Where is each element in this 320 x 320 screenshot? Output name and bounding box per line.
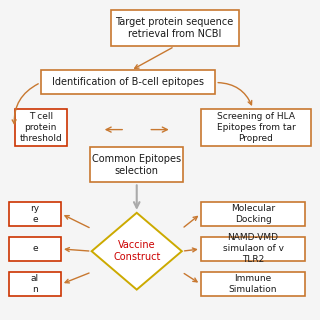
Text: Identification of B-cell epitopes: Identification of B-cell epitopes [52,77,204,87]
FancyBboxPatch shape [14,109,67,146]
Text: NAMD-VMD
simulaon of v
TLR2: NAMD-VMD simulaon of v TLR2 [223,233,284,264]
Text: Target protein sequence
retrieval from NCBI: Target protein sequence retrieval from N… [116,17,234,39]
FancyBboxPatch shape [90,147,183,182]
FancyBboxPatch shape [201,237,306,261]
FancyBboxPatch shape [9,237,61,261]
Polygon shape [92,213,182,290]
FancyBboxPatch shape [110,10,238,46]
FancyBboxPatch shape [41,70,215,94]
FancyBboxPatch shape [201,109,311,146]
Text: ry
e: ry e [30,204,39,224]
FancyBboxPatch shape [9,272,61,296]
Text: Vaccine
Construct: Vaccine Construct [113,240,160,262]
Text: Screening of HLA
Epitopes from tar
Propred: Screening of HLA Epitopes from tar Propr… [217,112,295,143]
Text: al
n: al n [31,274,39,294]
Text: Molecular
Docking: Molecular Docking [231,204,275,224]
Text: e: e [32,244,38,253]
Text: Immune
Simulation: Immune Simulation [229,274,277,294]
FancyBboxPatch shape [201,202,306,226]
Text: T cell
protein
threshold: T cell protein threshold [19,112,62,143]
Text: Common Epitopes
selection: Common Epitopes selection [92,154,181,176]
FancyBboxPatch shape [9,202,61,226]
FancyBboxPatch shape [201,272,306,296]
